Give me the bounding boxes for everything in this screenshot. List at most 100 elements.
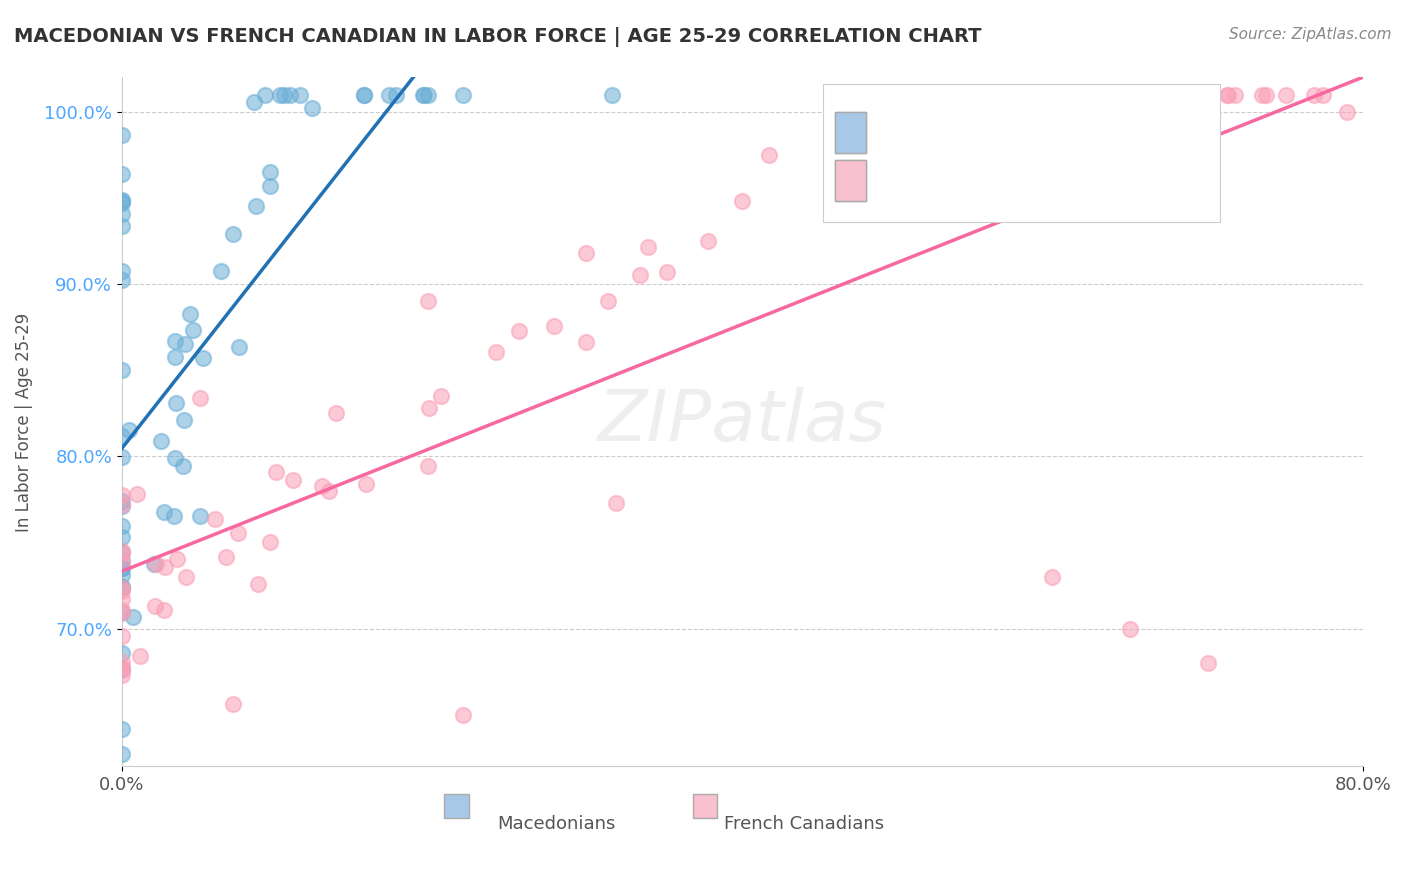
Text: N = 74: N = 74 <box>1010 160 1083 179</box>
Point <box>111 630 134 644</box>
Point <box>111 193 134 207</box>
FancyBboxPatch shape <box>693 794 717 818</box>
Point <box>111 660 134 674</box>
Point <box>153 559 176 574</box>
Point <box>730 194 752 208</box>
Point <box>111 219 134 233</box>
Point <box>111 499 134 513</box>
Point <box>111 488 134 502</box>
Point <box>111 498 134 512</box>
Point <box>111 580 134 594</box>
Point <box>111 450 134 465</box>
Point <box>111 605 134 619</box>
Point <box>149 434 172 448</box>
Point <box>696 234 718 248</box>
Point <box>111 194 134 208</box>
Point <box>204 511 226 525</box>
Point <box>111 363 134 377</box>
Y-axis label: In Labor Force | Age 25-29: In Labor Force | Age 25-29 <box>15 312 32 532</box>
Text: N = 67: N = 67 <box>1010 112 1083 131</box>
Point <box>111 580 134 594</box>
Point <box>418 87 440 102</box>
Point <box>1115 87 1137 102</box>
Point <box>311 479 333 493</box>
Point <box>416 293 439 308</box>
Point <box>222 697 245 711</box>
Point <box>254 87 277 102</box>
Point <box>1254 87 1277 102</box>
Point <box>353 87 375 102</box>
FancyBboxPatch shape <box>444 794 470 818</box>
Point <box>188 391 211 405</box>
Point <box>855 87 877 102</box>
Point <box>193 351 215 366</box>
Point <box>111 561 134 575</box>
Point <box>152 505 174 519</box>
Point <box>228 340 250 354</box>
Text: ZIPatlas: ZIPatlas <box>598 387 887 457</box>
Point <box>172 458 194 473</box>
Point <box>209 263 232 277</box>
Point <box>111 568 134 582</box>
Point <box>1042 570 1064 584</box>
Point <box>111 544 134 558</box>
Point <box>600 87 623 102</box>
Point <box>596 293 619 308</box>
Point <box>418 401 440 415</box>
Point <box>281 473 304 487</box>
Point <box>301 101 323 115</box>
Point <box>876 150 898 164</box>
Point <box>637 240 659 254</box>
Point <box>1302 87 1324 102</box>
Point <box>1251 87 1274 102</box>
Point <box>111 530 134 544</box>
Point <box>273 87 295 102</box>
Point <box>111 429 134 443</box>
Point <box>852 167 875 181</box>
Point <box>451 707 474 722</box>
Point <box>288 87 311 102</box>
Point <box>163 334 186 349</box>
Point <box>188 508 211 523</box>
Point <box>174 570 197 584</box>
Point <box>111 555 134 569</box>
Point <box>179 307 201 321</box>
Point <box>247 577 270 591</box>
Point <box>122 610 145 624</box>
Point <box>243 95 266 109</box>
Point <box>111 646 134 660</box>
Point <box>485 345 508 359</box>
Point <box>153 603 176 617</box>
Point <box>111 607 134 621</box>
Point <box>111 273 134 287</box>
Point <box>1275 87 1298 102</box>
Point <box>430 389 453 403</box>
Point <box>111 722 134 736</box>
Point <box>412 87 434 102</box>
Point <box>111 747 134 762</box>
Point <box>413 87 436 102</box>
Point <box>575 246 598 260</box>
Point <box>1216 87 1239 102</box>
Text: Source: ZipAtlas.com: Source: ZipAtlas.com <box>1229 27 1392 42</box>
Point <box>111 655 134 669</box>
Point <box>605 496 627 510</box>
Point <box>145 558 167 572</box>
Point <box>353 87 375 102</box>
Point <box>111 582 134 596</box>
FancyBboxPatch shape <box>835 112 866 153</box>
Point <box>1223 87 1246 102</box>
Point <box>245 199 267 213</box>
Point <box>163 350 186 364</box>
Point <box>111 196 134 211</box>
Point <box>1336 104 1358 119</box>
Point <box>325 407 347 421</box>
Point <box>118 423 141 437</box>
Point <box>111 591 134 606</box>
Point <box>111 662 134 676</box>
Point <box>111 544 134 558</box>
Point <box>163 508 186 523</box>
Point <box>165 451 187 466</box>
Point <box>628 268 651 282</box>
Point <box>416 458 439 473</box>
